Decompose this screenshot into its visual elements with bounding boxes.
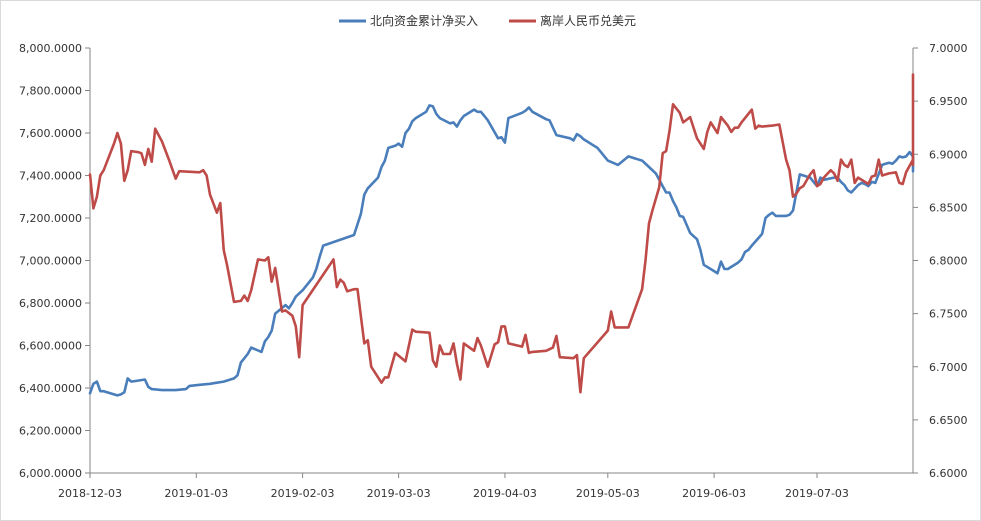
right-tick-label: 6.6500	[929, 414, 968, 427]
left-tick-label: 7,400.0000	[19, 170, 82, 183]
x-tick-label: 2019-04-03	[473, 487, 537, 500]
legend-label-cnh: 离岸人民币兑美元	[540, 13, 636, 28]
right-tick-label: 6.7000	[929, 361, 968, 374]
series-line-northbound	[88, 104, 915, 397]
left-tick-label: 6,400.0000	[19, 382, 82, 395]
x-tick-label: 2019-06-03	[682, 487, 746, 500]
x-tick-label: 2019-05-03	[576, 487, 640, 500]
right-tick-label: 6.9500	[929, 95, 968, 108]
legend: 北向资金累计净买入 离岸人民币兑美元	[339, 13, 636, 28]
left-tick-label: 7,000.0000	[19, 255, 82, 268]
right-tick-label: 6.6000	[929, 467, 968, 480]
right-tick-label: 6.8500	[929, 201, 968, 214]
series-group	[88, 73, 915, 397]
left-tick-label: 7,800.0000	[19, 85, 82, 98]
x-tick-label: 2019-07-03	[785, 487, 849, 500]
right-tick-label: 7.0000	[929, 42, 968, 55]
left-tick-label: 6,600.0000	[19, 340, 82, 353]
right-tick-label: 6.8000	[929, 255, 968, 268]
axes: 6,000.0000 6,200.0000 6,400.0000 6,600.0000…	[19, 42, 967, 500]
x-tick-label: 2018-12-03	[58, 487, 122, 500]
x-tick-label: 2019-01-03	[164, 487, 228, 500]
series-line-cnh	[88, 73, 915, 394]
left-tick-label: 7,600.0000	[19, 127, 82, 140]
right-tick-label: 6.9000	[929, 148, 968, 161]
left-tick-label: 6,200.0000	[19, 425, 82, 438]
x-tick-label: 2019-02-03	[271, 487, 335, 500]
right-tick-label: 6.7500	[929, 308, 968, 321]
left-tick-label: 8,000.0000	[19, 42, 82, 55]
legend-label-northbound: 北向资金累计净买入	[370, 13, 478, 28]
left-tick-label: 6,800.0000	[19, 297, 82, 310]
x-tick-label: 2019-03-03	[367, 487, 431, 500]
left-tick-label: 6,000.0000	[19, 467, 82, 480]
left-tick-label: 7,200.0000	[19, 212, 82, 225]
